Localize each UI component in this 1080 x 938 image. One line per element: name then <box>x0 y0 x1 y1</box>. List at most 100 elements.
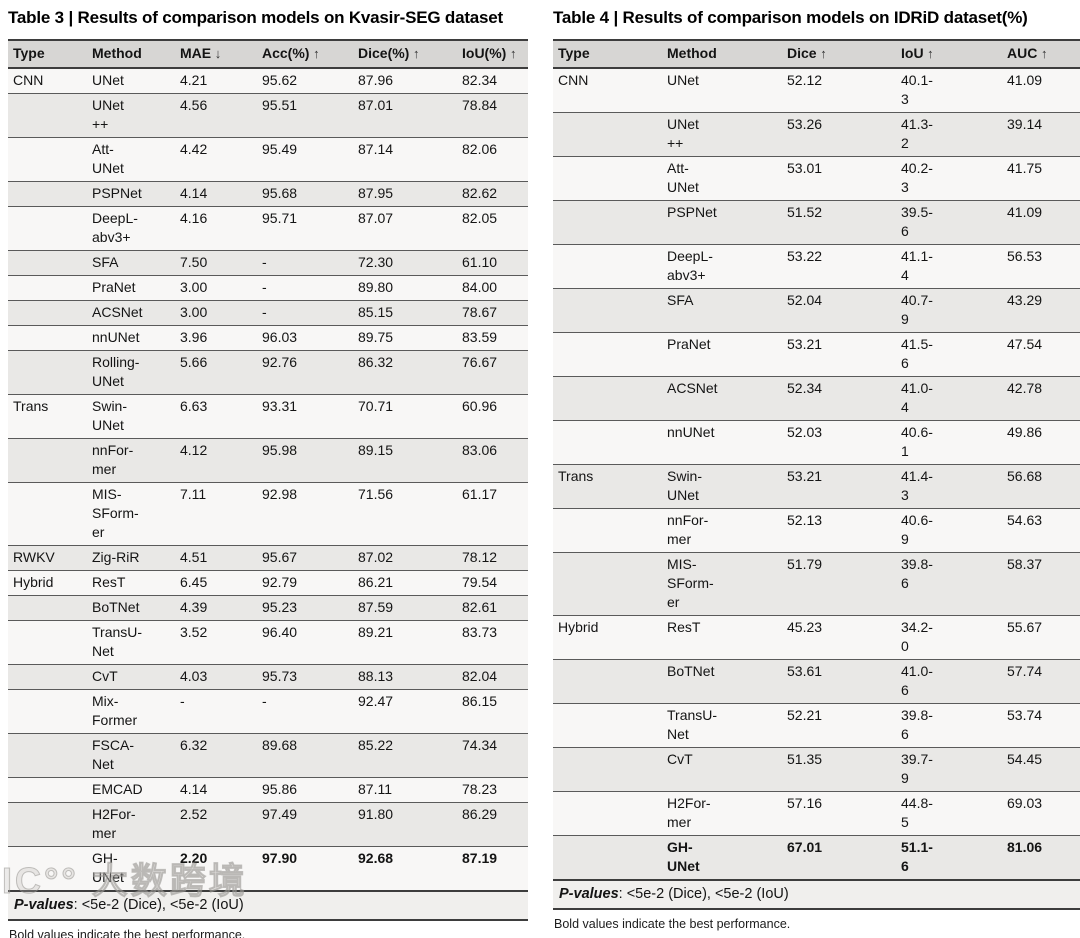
table-row: Rolling- UNet 5.66 92.76 86.32 76.67 <box>8 350 528 395</box>
method-cell: Att- UNet <box>92 141 124 176</box>
value-cell: 4.51 <box>180 549 208 565</box>
table3-title: Table 3 | Results of comparison models o… <box>8 8 504 27</box>
value-cell: 3.52 <box>180 624 208 640</box>
value-cell: 40.1- 3 <box>901 72 933 107</box>
value-cell: 43.29 <box>1007 292 1043 308</box>
type-cell <box>553 660 667 704</box>
value-cell: 91.80 <box>358 806 394 822</box>
value-cell: 54.63 <box>1007 512 1043 528</box>
method-cell: FSCA- Net <box>92 737 134 772</box>
value-cell: 82.62 <box>462 185 498 201</box>
value-cell: 82.06 <box>462 141 498 157</box>
table-row: SFA 7.50 - 72.30 61.10 <box>8 250 528 276</box>
value-cell: 53.21 <box>787 468 823 484</box>
value-cell: 58.37 <box>1007 556 1043 572</box>
value-cell: 87.02 <box>358 549 394 565</box>
value-cell: 7.11 <box>180 486 207 502</box>
value-cell: 83.73 <box>462 624 498 640</box>
value-cell: 39.8- 6 <box>901 556 933 591</box>
value-cell: - <box>262 254 267 270</box>
value-cell: 92.79 <box>262 574 298 590</box>
value-cell: 86.29 <box>462 806 498 822</box>
value-cell: 51.79 <box>787 556 823 572</box>
value-cell: 78.84 <box>462 97 498 113</box>
value-cell: 81.06 <box>1007 839 1043 855</box>
method-cell: Att- UNet <box>667 160 699 195</box>
table4-footnote: Bold values indicate the best performanc… <box>554 917 791 931</box>
type-cell <box>553 377 667 421</box>
value-cell: 40.6- 9 <box>901 512 933 547</box>
method-cell: ACSNet <box>92 304 143 320</box>
value-cell: 93.31 <box>262 398 298 414</box>
value-cell: 39.8- 6 <box>901 707 933 742</box>
type-cell <box>8 690 92 734</box>
table4: Type Method Dice ↑ IoU ↑ AUC ↑ CNN UNet 52.12 4… <box>553 39 1080 879</box>
type-cell: CNN <box>13 72 44 88</box>
pvalues-text: : <5e-2 (Dice), <5e-2 (IoU) <box>618 886 789 902</box>
table-row: GH- UNet 2.20 97.90 92.68 87.19 <box>8 846 528 890</box>
pvalues-label: P-values <box>14 897 74 913</box>
value-cell: 39.7- 9 <box>901 751 933 786</box>
value-cell: 92.76 <box>262 354 298 370</box>
value-cell: 87.59 <box>358 599 394 615</box>
value-cell: - <box>262 304 267 320</box>
value-cell: 6.45 <box>180 574 208 590</box>
pvalues-label: P-values <box>559 886 619 902</box>
value-cell: 54.45 <box>1007 751 1043 767</box>
value-cell: 47.54 <box>1007 336 1043 352</box>
value-cell: 53.26 <box>787 116 823 132</box>
value-cell: 57.16 <box>787 795 823 811</box>
value-cell: 4.03 <box>180 668 208 684</box>
value-cell: 87.07 <box>358 210 394 226</box>
method-cell: nnFor- mer <box>92 442 134 477</box>
arrow-up-icon: ↑ <box>1037 46 1048 61</box>
type-cell: Trans <box>13 398 49 414</box>
type-cell: CNN <box>558 72 589 88</box>
method-cell: UNet ++ <box>92 97 124 132</box>
value-cell: 5.66 <box>180 354 208 370</box>
value-cell: 95.98 <box>262 442 298 458</box>
value-cell: 34.2- 0 <box>901 619 933 654</box>
method-cell: SFA <box>92 254 119 270</box>
value-cell: 51.1- 6 <box>901 839 933 874</box>
method-cell: MIS- SForm- er <box>92 486 139 540</box>
value-cell: 52.21 <box>787 707 823 723</box>
table-row: MIS- SForm- er 7.11 92.98 71.56 61.17 <box>8 482 528 546</box>
arrow-up-icon: ↑ <box>409 46 420 61</box>
value-cell: - <box>180 693 185 709</box>
value-cell: 96.03 <box>262 329 298 345</box>
type-cell <box>8 439 92 483</box>
arrow-up-icon: ↑ <box>309 46 320 61</box>
value-cell: 95.86 <box>262 781 298 797</box>
value-cell: 39.14 <box>1007 116 1043 132</box>
value-cell: 78.67 <box>462 304 498 320</box>
type-cell <box>8 326 92 351</box>
table3-pvalues-bar: P-values: <5e-2 (Dice), <5e-2 (IoU) <box>8 890 528 921</box>
value-cell: 61.17 <box>462 486 498 502</box>
table-row: CNN UNet 52.12 40.1- 3 41.09 <box>553 68 1080 113</box>
value-cell: 6.63 <box>180 398 208 414</box>
value-cell: 42.78 <box>1007 380 1043 396</box>
arrow-up-icon: ↑ <box>506 46 517 61</box>
column-header: MAE ↓ <box>180 40 262 69</box>
value-cell: 95.51 <box>262 97 298 113</box>
type-cell <box>553 201 667 245</box>
table-row: EMCAD 4.14 95.86 87.11 78.23 <box>8 777 528 803</box>
value-cell: 61.10 <box>462 254 498 270</box>
column-header: IoU ↑ <box>901 40 1007 69</box>
method-cell: EMCAD <box>92 781 143 797</box>
value-cell: 52.34 <box>787 380 823 396</box>
value-cell: 84.00 <box>462 279 498 295</box>
type-cell <box>8 734 92 778</box>
table-row: SFA 52.04 40.7- 9 43.29 <box>553 288 1080 333</box>
method-cell: TransU- Net <box>667 707 718 742</box>
table-row: Trans Swin- UNet 53.21 41.4- 3 56.68 <box>553 464 1080 509</box>
type-cell <box>553 553 667 616</box>
value-cell: 74.34 <box>462 737 498 753</box>
type-cell <box>553 748 667 792</box>
type-cell: Hybrid <box>558 619 599 635</box>
value-cell: 49.86 <box>1007 424 1043 440</box>
value-cell: 97.49 <box>262 806 298 822</box>
value-cell: 89.21 <box>358 624 394 640</box>
column-header: AUC ↑ <box>1007 40 1080 69</box>
